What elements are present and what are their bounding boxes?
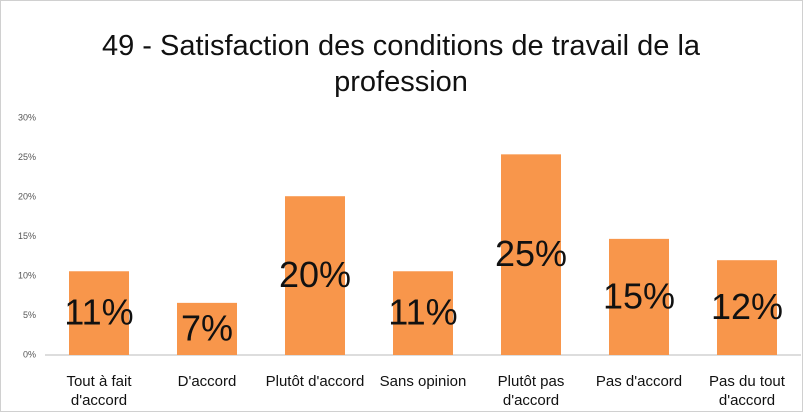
y-tick-label: 30%: [18, 112, 36, 122]
x-tick-label: Tout à fait d'accord: [66, 373, 132, 409]
data-label: 25%: [495, 233, 567, 274]
y-tick-label: 0%: [23, 349, 36, 359]
data-label: 20%: [279, 254, 351, 295]
data-label: 12%: [711, 286, 783, 327]
bar: [609, 238, 669, 355]
y-tick-label: 20%: [18, 191, 36, 201]
x-tick-label: Plutôt d'accord: [265, 373, 365, 390]
y-tick-label: 25%: [18, 152, 36, 162]
x-tick-label: Plutôt pas d'accord: [497, 373, 565, 409]
bar: [393, 271, 453, 355]
data-label: 11%: [64, 292, 133, 333]
data-label: 15%: [603, 275, 675, 316]
x-tick-label: Pas du tout d'accord: [709, 373, 785, 409]
bar: [177, 302, 237, 355]
x-tick-label: D'accord: [177, 373, 237, 390]
bar: [717, 260, 777, 355]
x-tick-label: Pas d'accord: [595, 373, 683, 390]
y-tick-label: 10%: [18, 270, 36, 280]
chart-title: 49 - Satisfaction des conditions de trav…: [101, 30, 701, 98]
bar: [501, 154, 561, 355]
x-tick-label: Sans opinion: [379, 373, 467, 390]
bar: [69, 271, 129, 355]
y-tick-label: 5%: [23, 310, 36, 320]
bar: [285, 196, 345, 355]
y-tick-label: 15%: [18, 231, 36, 241]
data-label: 7%: [181, 307, 233, 348]
data-label: 11%: [388, 292, 457, 333]
